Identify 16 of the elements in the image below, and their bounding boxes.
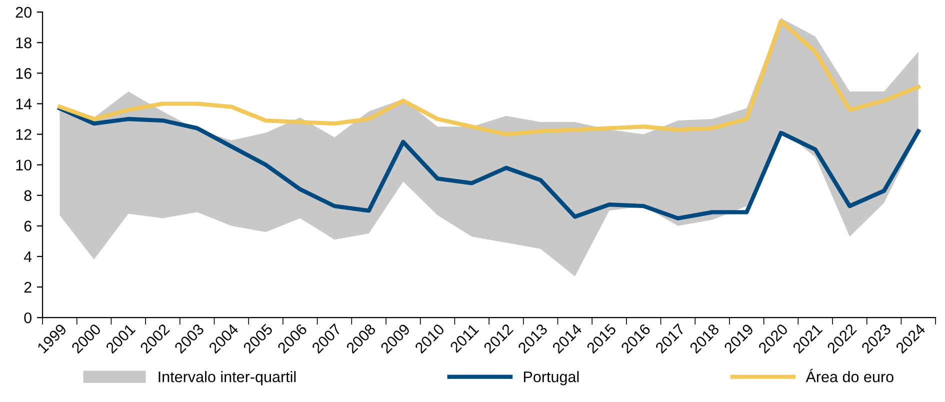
line-series: [58, 19, 920, 136]
y-tick-label: 18: [16, 37, 32, 48]
y-tick-label: 0: [24, 312, 32, 324]
legend-label: Área do euro: [806, 368, 894, 382]
line-series: [58, 106, 920, 220]
legend-label: Portugal: [524, 371, 579, 386]
y-tick-label: 16: [16, 68, 32, 79]
legend-label: Intervalo inter-quartil: [158, 371, 296, 386]
y-tick-label: 2: [24, 282, 32, 293]
y-tick-label: 4: [24, 252, 32, 262]
y-tick-label: 20: [16, 6, 32, 18]
y-tick-label: 12: [16, 129, 32, 140]
y-tick-label: 8: [24, 190, 32, 202]
y-tick-label: 6: [24, 220, 32, 232]
y-tick-label: 10: [16, 160, 32, 171]
y-tick-label: 14: [16, 98, 32, 110]
